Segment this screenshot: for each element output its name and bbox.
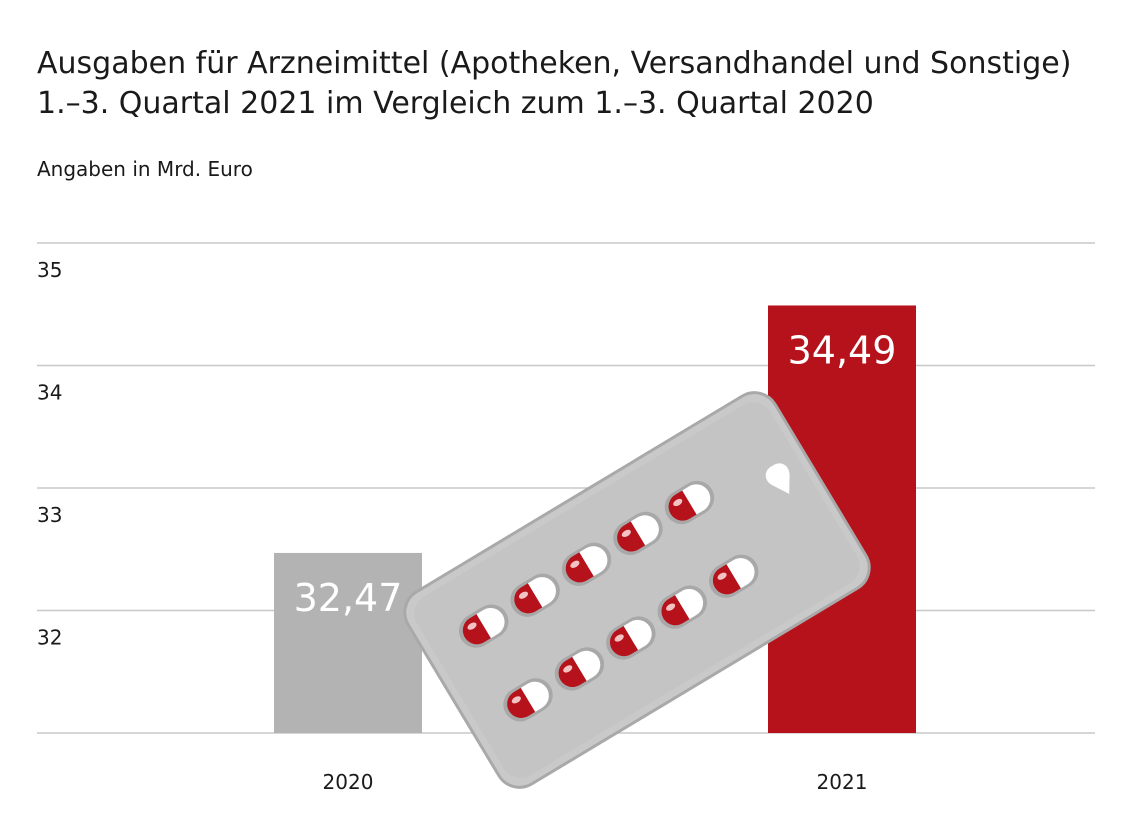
bar-2020 [274, 552, 422, 733]
y-tick-label: 32 [37, 626, 62, 650]
y-tick-label: 35 [37, 258, 62, 282]
pill-icon [657, 585, 708, 629]
grid-lines [37, 242, 1095, 734]
pill-icon [664, 480, 715, 525]
y-tick-label: 33 [37, 503, 62, 527]
blister-pack-icon [403, 391, 871, 789]
pill-icon [613, 511, 663, 556]
pill-icon [503, 678, 553, 722]
chart-title: Ausgaben für Arzneimittel (Apotheken, Ve… [37, 46, 1072, 81]
units-note: Angaben in Mrd. Euro [37, 157, 253, 181]
x-tick-label-2021: 2021 [817, 770, 868, 794]
data-label-2020: 32,47 [294, 576, 403, 620]
pill-icon [561, 542, 612, 586]
pill-icon [606, 616, 656, 660]
pill-icon [510, 573, 560, 617]
pill-icon [458, 604, 509, 648]
chart-subtitle: 1.–3. Quartal 2021 im Vergleich zum 1.–3… [37, 86, 874, 121]
pill-icon [709, 554, 759, 598]
data-label-2021: 34,49 [788, 328, 897, 372]
y-tick-label: 34 [37, 381, 62, 405]
labels: 32 33 34 35 32,47 2020 34,49 2021 [37, 258, 896, 794]
x-tick-label-2020: 2020 [323, 770, 374, 794]
pill-icon [554, 647, 605, 691]
chart-title-block: Ausgaben für Arzneimittel (Apotheken, Ve… [37, 44, 1107, 124]
